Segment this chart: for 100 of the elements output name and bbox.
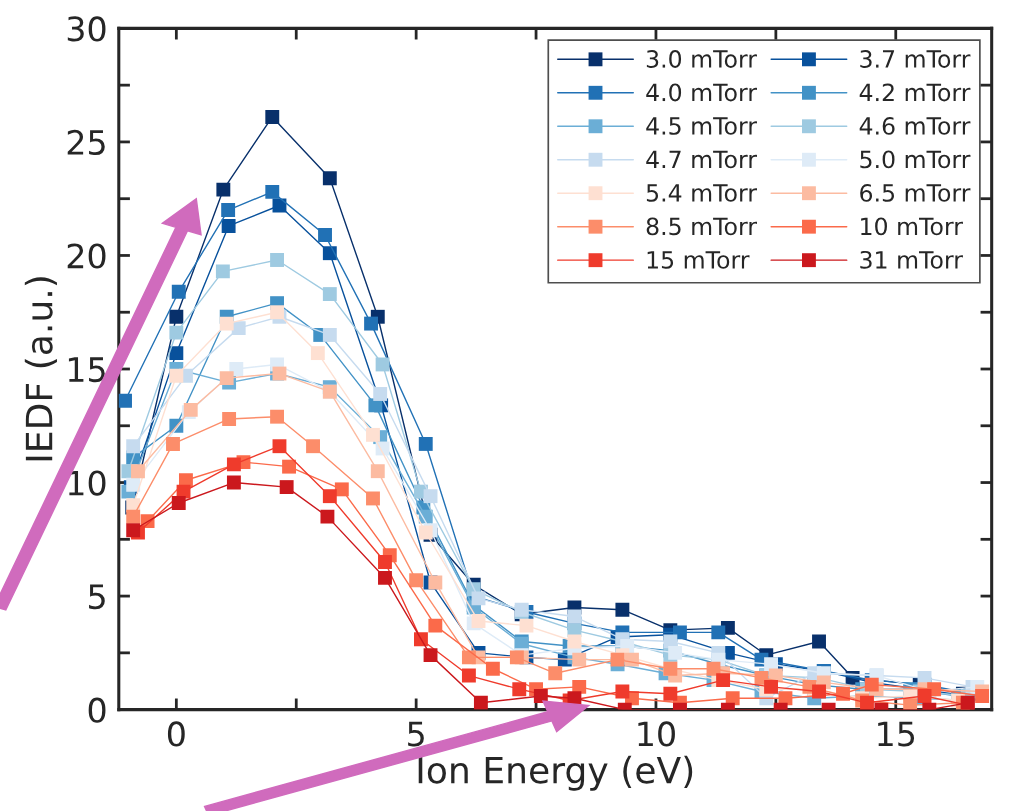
point bbox=[860, 695, 874, 710]
legend-label: 10 mTorr bbox=[861, 217, 963, 236]
point bbox=[169, 346, 184, 361]
point bbox=[461, 650, 476, 665]
point bbox=[166, 437, 180, 451]
point bbox=[812, 684, 826, 699]
point bbox=[226, 475, 241, 490]
point bbox=[378, 555, 392, 569]
point bbox=[615, 684, 630, 699]
point bbox=[131, 464, 145, 479]
point bbox=[126, 509, 141, 524]
point bbox=[428, 618, 443, 633]
point bbox=[610, 652, 625, 667]
legend-label: 8.5 mTorr bbox=[646, 217, 757, 236]
point bbox=[219, 371, 234, 386]
point bbox=[322, 171, 337, 186]
point bbox=[812, 634, 826, 649]
y-tick-label: 25 bbox=[67, 129, 105, 156]
legend-label: 3.7 mTorr bbox=[860, 50, 971, 68]
point bbox=[428, 575, 443, 590]
point bbox=[318, 228, 332, 242]
point bbox=[310, 346, 325, 361]
point bbox=[615, 602, 630, 617]
point bbox=[222, 412, 237, 426]
point bbox=[711, 625, 726, 640]
point bbox=[378, 570, 392, 585]
point bbox=[461, 668, 476, 683]
y-axis-title: IEDF (a.u.) bbox=[24, 277, 57, 461]
point bbox=[322, 246, 337, 261]
point bbox=[418, 525, 433, 540]
legend-label: 6.5 mTorr bbox=[860, 183, 971, 202]
legend-label: 4.7 mTorr bbox=[646, 150, 757, 169]
legend-label: 5.0 mTorr bbox=[860, 150, 971, 169]
point bbox=[975, 689, 990, 703]
point bbox=[272, 439, 287, 454]
point bbox=[270, 253, 285, 267]
point bbox=[917, 689, 932, 703]
x-tick-label: 10 bbox=[638, 721, 675, 747]
x-tick-label: 0 bbox=[167, 721, 185, 747]
point bbox=[118, 393, 132, 408]
point bbox=[672, 625, 687, 640]
legend-label: 4.6 mTorr bbox=[859, 117, 971, 135]
legend-label: 4.5 mTorr bbox=[646, 117, 757, 135]
y-tick-label: 0 bbox=[88, 697, 106, 723]
point bbox=[567, 634, 582, 649]
point bbox=[836, 686, 850, 701]
y-tick-label: 10 bbox=[68, 470, 106, 496]
point bbox=[282, 459, 296, 474]
point bbox=[322, 328, 337, 342]
point bbox=[169, 309, 184, 324]
point bbox=[409, 573, 424, 588]
point bbox=[169, 368, 184, 383]
point bbox=[270, 305, 285, 320]
point bbox=[668, 645, 683, 660]
point bbox=[473, 695, 488, 710]
point bbox=[764, 679, 779, 694]
point bbox=[572, 652, 587, 667]
x-axis-title: Ion Energy (eV) bbox=[418, 755, 693, 791]
legend-label: 4.2 mTorr bbox=[859, 83, 971, 102]
legend-label: 15 mTorr bbox=[647, 251, 750, 269]
point bbox=[364, 316, 379, 331]
point bbox=[334, 482, 349, 497]
y-tick-label: 20 bbox=[67, 243, 106, 269]
point bbox=[306, 439, 320, 454]
point bbox=[270, 409, 285, 424]
point bbox=[567, 609, 582, 624]
point bbox=[533, 689, 548, 703]
point bbox=[725, 691, 740, 706]
point bbox=[509, 650, 524, 665]
point bbox=[418, 437, 433, 451]
point bbox=[322, 489, 337, 504]
point bbox=[366, 491, 380, 506]
legend-label: 5.4 mTorr bbox=[646, 184, 757, 202]
y-tick-label: 15 bbox=[68, 357, 105, 383]
point bbox=[370, 464, 385, 479]
point bbox=[423, 489, 438, 504]
point bbox=[215, 264, 230, 279]
x-tick-label: 15 bbox=[878, 721, 915, 747]
point bbox=[375, 357, 390, 372]
y-tick-label: 5 bbox=[89, 584, 105, 610]
point bbox=[485, 661, 500, 676]
point bbox=[279, 480, 294, 495]
point bbox=[171, 284, 186, 299]
point bbox=[471, 614, 486, 629]
point bbox=[216, 182, 231, 197]
point bbox=[423, 648, 438, 663]
point bbox=[219, 316, 234, 331]
point bbox=[221, 219, 236, 233]
x-tick-label: 5 bbox=[408, 721, 424, 747]
point bbox=[366, 427, 380, 442]
legend-label: 31 mTorr bbox=[860, 250, 963, 269]
point bbox=[221, 203, 236, 217]
legend-label: 4.0 mTorr bbox=[646, 83, 757, 102]
point bbox=[126, 523, 141, 538]
legend-label: 3.0 mTorr bbox=[646, 50, 757, 68]
point bbox=[320, 509, 335, 524]
point bbox=[226, 457, 241, 472]
point bbox=[265, 110, 280, 124]
point bbox=[265, 184, 280, 199]
point bbox=[903, 698, 918, 710]
